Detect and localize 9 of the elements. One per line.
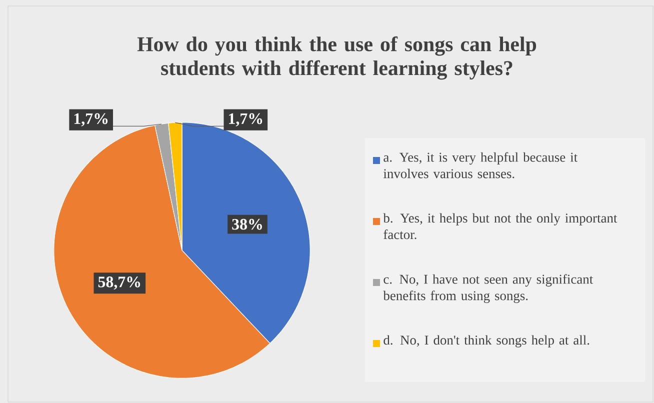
legend-label: a. Yes, it is very helpful because it involves various senses. (383, 152, 578, 178)
data-label: 58,7% (98, 276, 140, 290)
legend-label: b. Yes, it helps but not the only important factor. (383, 213, 618, 240)
data-label: 1,7% (74, 113, 108, 126)
legend-label: d. No, I don't think songs help at all. (384, 335, 590, 348)
data-label: 1,7% (229, 113, 262, 126)
legend-label: c. No, I have not seen any significant benefits from using songs. (383, 274, 594, 304)
data-label: 38% (232, 218, 262, 230)
chart-title: How do you think the use of songs can help students with different learning styles? (137, 36, 536, 80)
